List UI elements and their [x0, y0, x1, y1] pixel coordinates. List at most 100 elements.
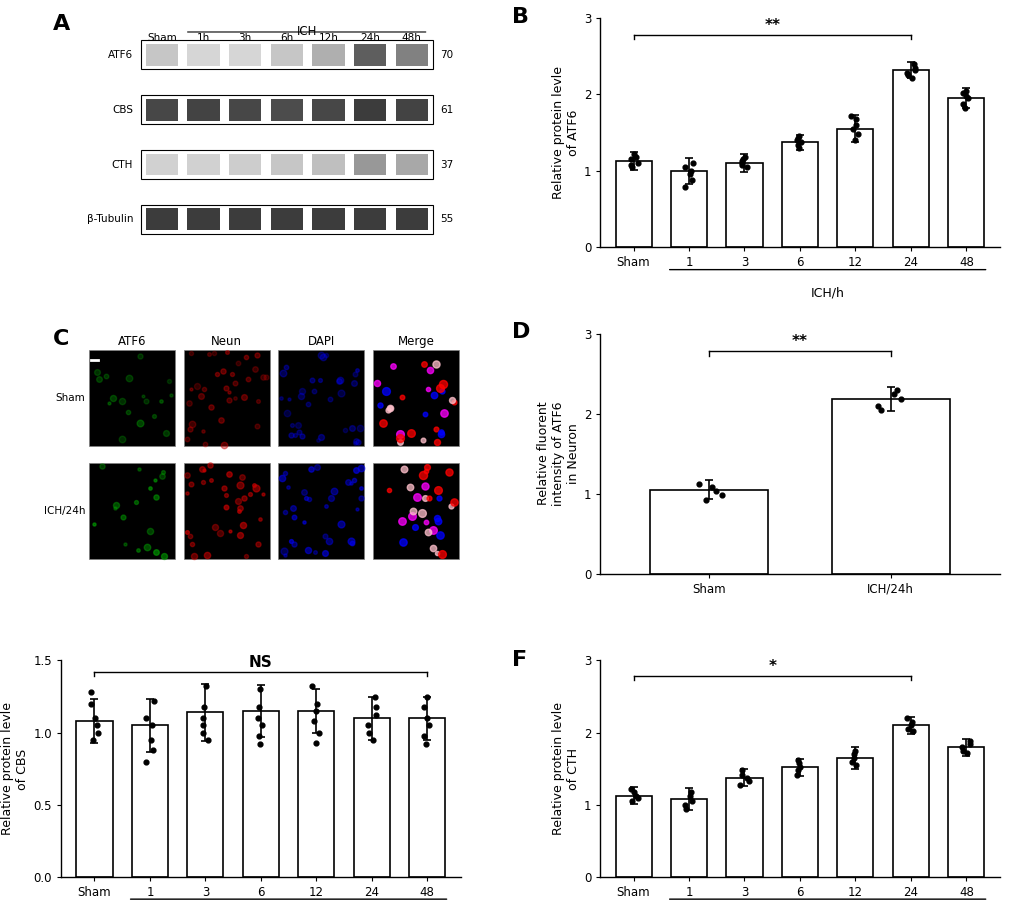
Point: [739, 159, 755, 174]
FancyBboxPatch shape: [228, 154, 261, 175]
Text: Neun: Neun: [211, 335, 242, 348]
Point: [955, 743, 971, 758]
Point: [308, 736, 324, 750]
FancyBboxPatch shape: [146, 154, 178, 175]
Point: [903, 715, 919, 729]
FancyBboxPatch shape: [354, 154, 386, 175]
FancyBboxPatch shape: [141, 40, 432, 69]
FancyBboxPatch shape: [187, 154, 219, 175]
FancyBboxPatch shape: [89, 463, 175, 559]
Point: [956, 101, 972, 115]
Point: [250, 711, 266, 726]
Point: [847, 118, 863, 133]
Point: [676, 159, 692, 174]
Bar: [726, 163, 762, 247]
Point: [845, 750, 861, 765]
Point: [843, 109, 859, 123]
FancyBboxPatch shape: [312, 99, 344, 121]
Point: [844, 122, 860, 136]
Point: [871, 402, 888, 417]
Text: NS: NS: [249, 654, 272, 670]
Point: [251, 699, 267, 714]
Point: [898, 711, 914, 726]
Point: [697, 493, 713, 507]
Point: [734, 152, 750, 166]
FancyBboxPatch shape: [146, 44, 178, 66]
FancyBboxPatch shape: [312, 208, 344, 230]
Text: 70: 70: [440, 50, 453, 59]
Point: [308, 704, 324, 718]
FancyBboxPatch shape: [312, 44, 344, 66]
Text: DAPI: DAPI: [308, 335, 334, 348]
Point: [87, 711, 103, 726]
Text: D: D: [512, 322, 530, 342]
FancyBboxPatch shape: [270, 44, 303, 66]
Text: ICH: ICH: [297, 26, 317, 38]
Point: [306, 714, 322, 728]
Text: C: C: [53, 329, 69, 349]
Point: [629, 791, 645, 805]
FancyBboxPatch shape: [373, 463, 459, 559]
Y-axis label: Relative fluorent
intensity of ATF6
in Neuron: Relative fluorent intensity of ATF6 in N…: [536, 401, 579, 505]
Point: [627, 789, 643, 803]
Point: [954, 96, 970, 111]
Point: [961, 734, 977, 749]
Text: 55: 55: [440, 215, 453, 224]
FancyBboxPatch shape: [354, 208, 386, 230]
FancyBboxPatch shape: [270, 208, 303, 230]
Bar: [131, 726, 168, 877]
Point: [419, 689, 435, 704]
Point: [415, 728, 431, 743]
Point: [902, 718, 918, 733]
Text: ATF6: ATF6: [118, 335, 146, 348]
Point: [846, 133, 862, 147]
Point: [733, 155, 749, 170]
Point: [957, 83, 973, 98]
FancyBboxPatch shape: [187, 208, 219, 230]
Point: [713, 488, 730, 503]
Point: [145, 743, 161, 758]
Bar: [837, 129, 872, 247]
FancyBboxPatch shape: [146, 99, 178, 121]
Point: [418, 711, 434, 726]
Point: [622, 157, 638, 172]
Point: [849, 127, 865, 142]
Point: [733, 768, 749, 782]
Point: [740, 774, 756, 789]
FancyBboxPatch shape: [395, 154, 428, 175]
Point: [690, 477, 706, 492]
Point: [360, 718, 376, 733]
Point: [905, 57, 921, 71]
Point: [416, 699, 432, 714]
Point: [893, 392, 909, 407]
FancyBboxPatch shape: [141, 205, 432, 234]
Point: [789, 753, 805, 768]
Point: [138, 754, 154, 769]
FancyBboxPatch shape: [270, 154, 303, 175]
Point: [789, 131, 805, 145]
Y-axis label: Relative protein levle
of CBS: Relative protein levle of CBS: [1, 702, 30, 835]
Bar: [409, 718, 445, 877]
Point: [684, 794, 700, 809]
Bar: [948, 99, 983, 247]
Point: [309, 696, 325, 711]
Point: [792, 135, 808, 150]
Point: [195, 711, 211, 726]
Point: [954, 739, 970, 754]
Bar: [614, 796, 651, 877]
Point: [684, 173, 700, 187]
FancyBboxPatch shape: [395, 208, 428, 230]
Point: [790, 763, 806, 778]
FancyBboxPatch shape: [395, 99, 428, 121]
Point: [682, 164, 698, 178]
Point: [311, 726, 327, 740]
Point: [143, 733, 159, 748]
Point: [790, 128, 806, 143]
Bar: [782, 768, 817, 877]
Point: [903, 70, 919, 85]
Point: [898, 66, 914, 80]
Point: [888, 382, 904, 397]
Point: [791, 760, 807, 775]
Text: *: *: [767, 659, 775, 675]
Point: [677, 180, 693, 195]
